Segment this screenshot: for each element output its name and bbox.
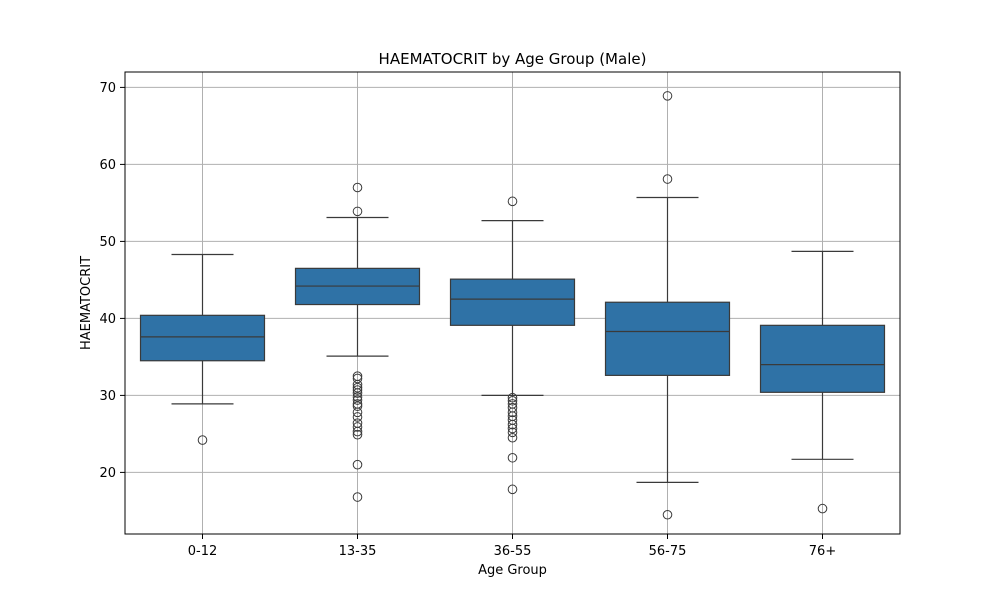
outlier-point [352,385,363,395]
outlier-point [352,407,363,418]
outlier-point [352,182,363,193]
outlier-point [352,426,363,437]
outlier-point [197,435,208,445]
outlier-point [507,427,518,438]
x-tick-label: 0-12 [188,544,218,559]
y-tick-label: 30 [99,389,116,404]
x-tick-label: 76+ [809,544,836,559]
outlier-point [352,422,363,432]
iqr-box [449,278,576,326]
outlier-point [817,503,828,514]
outlier-point [507,419,518,430]
x-tick-label: 36-55 [494,544,532,559]
x-tick-label: 56-75 [649,544,687,559]
chart-title: HAEMATOCRIT by Age Group (Male) [379,50,647,68]
outlier-point [352,492,363,502]
y-axis-label: HAEMATOCRIT [79,256,94,350]
outlier-point [662,174,673,184]
x-tick-label: 13-35 [339,544,377,559]
box-group-56-75 [604,91,731,520]
outlier-point [352,206,363,217]
y-axis-ticks: 20 30 40 50 60 70 [99,81,125,481]
outlier-point [507,407,518,418]
y-tick-label: 60 [99,158,116,173]
outlier-point [352,401,363,411]
outlier-point [352,459,363,470]
y-tick-label: 50 [99,235,116,250]
outlier-point [507,432,518,443]
box-group-0-12 [139,253,266,445]
outlier-point [352,388,363,398]
outlier-point [662,509,673,520]
box-group-36-55 [449,196,576,495]
outlier-point [507,484,518,495]
outlier-point [507,196,518,207]
iqr-box [604,301,731,376]
iqr-box [759,324,886,393]
outlier-point [507,452,518,463]
y-tick-label: 20 [99,466,116,481]
x-axis-ticks: 0-12 13-35 36-55 56-75 76+ [188,534,836,559]
outlier-point [352,373,363,384]
outlier-point [352,412,363,422]
outlier-point [507,395,518,406]
outlier-point [507,423,518,434]
y-tick-label: 70 [99,81,116,96]
iqr-box [139,314,266,362]
outlier-point [352,395,363,405]
outlier-point [352,392,363,402]
outlier-point [662,91,673,101]
outlier-point [352,429,363,440]
box-group-13-35 [294,182,421,502]
outlier-point [507,392,518,403]
outlier-point [352,382,363,393]
x-axis-label: Age Group [478,563,547,578]
y-tick-label: 40 [99,312,116,327]
boxes [139,91,886,520]
box-group-76+ [759,250,886,514]
